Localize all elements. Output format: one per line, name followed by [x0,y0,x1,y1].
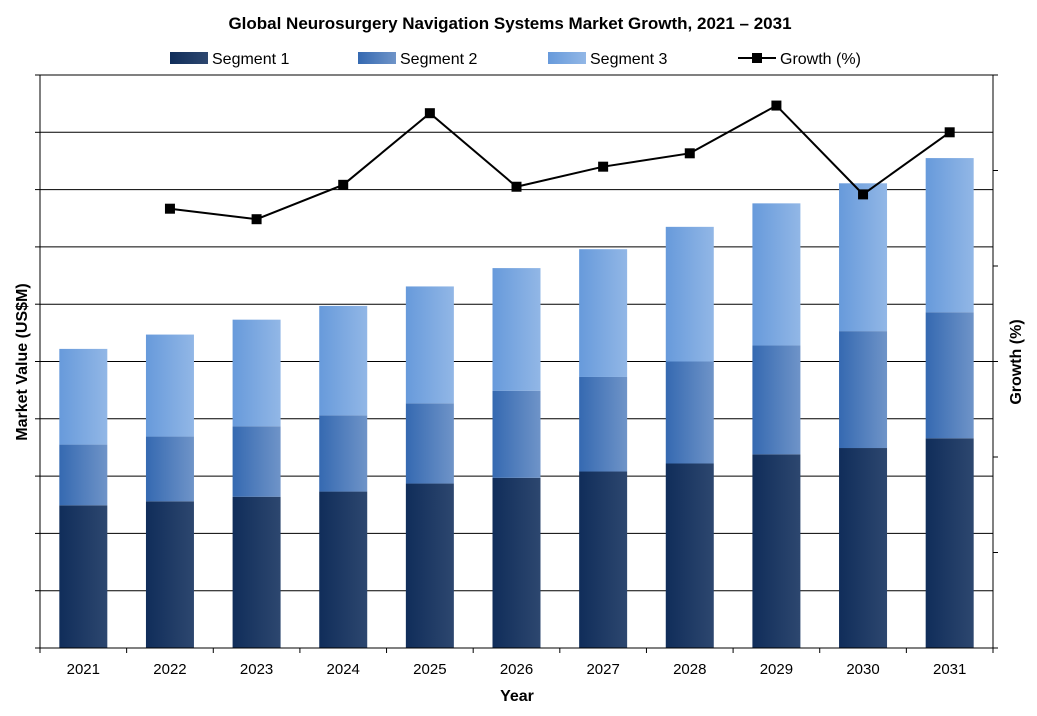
bar-segment-1-2031 [925,438,974,648]
legend: Segment 1 Segment 2 Segment 3 Growth (%) [170,51,861,68]
x-tick-label: 2027 [586,661,619,678]
bar-segment-3-2023 [232,319,281,427]
bar-segment-1-2025 [405,483,454,648]
y-axis-label: Market Value (US$M) [14,283,31,440]
bar-segment-3-2025 [405,286,454,404]
bar-segment-1-2030 [839,448,888,648]
growth-marker-2028 [684,148,695,159]
bar-segment-2-2024 [319,415,368,492]
bar-segment-3-2030 [839,183,888,332]
x-tick-label: 2021 [67,661,100,678]
bar-segment-2-2025 [405,403,454,484]
x-tick-label: 2025 [413,661,446,678]
x-tick-labels: 2021 2022 2023 2024 2025 2026 2027 2028 2029 2030… [67,661,967,678]
bar-segment-3-2024 [319,305,368,416]
bar-segment-1-2024 [319,491,368,648]
growth-marker-2024 [338,179,349,190]
legend-label: Segment 2 [400,51,477,68]
growth-line [164,100,955,225]
x-tick-label: 2023 [240,661,273,678]
growth-marker-2029 [771,100,782,111]
legend-label: Segment 3 [590,51,667,68]
bar-segment-2-2023 [232,426,281,497]
x-tick-label: 2028 [673,661,706,678]
bar-segment-3-2021 [59,348,108,445]
x-tick-label: 2030 [846,661,879,678]
bars [59,158,974,648]
x-tick-label: 2026 [500,661,533,678]
bar-segment-2-2026 [492,390,541,478]
bar-segment-2-2028 [665,361,714,464]
chart-title: Global Neurosurgery Navigation Systems M… [228,14,791,33]
bar-segment-3-2026 [492,268,541,391]
bar-segment-2-2022 [145,436,194,502]
x-tick-label: 2022 [153,661,186,678]
bar-segment-1-2028 [665,463,714,648]
x-tick-label: 2029 [760,661,793,678]
growth-line-path [169,104,951,221]
growth-marker-2022 [164,203,175,214]
bar-segment-2-2030 [839,331,888,449]
bar-segment-1-2021 [59,505,108,648]
growth-marker-2023 [251,214,262,225]
bar-segment-3-2022 [145,334,194,437]
legend-swatch-segment-1 [170,52,208,64]
bar-segment-3-2029 [752,203,801,346]
x-tick-label: 2031 [933,661,966,678]
growth-marker-2027 [598,161,609,172]
bar-segment-1-2023 [232,496,281,648]
legend-label: Growth (%) [780,51,861,68]
bar-segment-1-2026 [492,477,541,648]
bar-segment-2-2031 [925,312,974,439]
legend-swatch-segment-2 [358,52,396,64]
bar-segment-1-2029 [752,454,801,648]
growth-marker-2026 [511,181,522,192]
y2-axis-label: Growth (%) [1008,319,1025,404]
bar-segment-1-2027 [579,471,628,648]
legend-label: Segment 1 [212,51,289,68]
bar-segment-3-2028 [665,226,714,362]
axes [35,74,998,653]
bar-segment-2-2029 [752,345,801,455]
growth-marker-2030 [858,189,869,200]
legend-swatch-growth-marker [752,53,762,63]
bar-segment-3-2027 [579,249,628,377]
bar-segment-1-2022 [145,501,194,648]
bar-segment-2-2027 [579,376,628,472]
bar-segment-2-2021 [59,444,108,506]
growth-marker-2031 [944,127,955,138]
growth-marker-2025 [424,108,435,119]
x-axis-label: Year [500,688,534,705]
bar-segment-3-2031 [925,158,974,313]
legend-swatch-segment-3 [548,52,586,64]
x-tick-label: 2024 [327,661,360,678]
